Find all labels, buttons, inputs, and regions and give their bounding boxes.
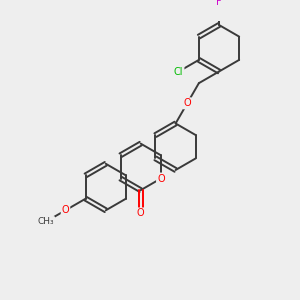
Text: CH₃: CH₃	[37, 218, 54, 226]
Text: Cl: Cl	[174, 67, 184, 76]
Text: F: F	[216, 0, 222, 7]
Text: O: O	[157, 173, 165, 184]
Text: O: O	[62, 205, 69, 215]
Text: O: O	[137, 208, 145, 218]
Text: O: O	[183, 98, 191, 108]
Text: CH₃: CH₃	[37, 218, 54, 226]
